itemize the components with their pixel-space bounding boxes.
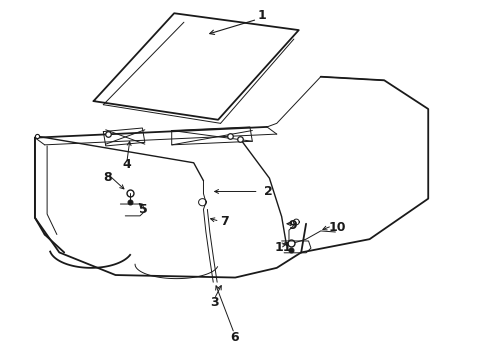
Text: 4: 4	[122, 158, 131, 171]
Text: 5: 5	[140, 203, 148, 216]
Text: 8: 8	[103, 171, 112, 184]
Text: 10: 10	[328, 221, 345, 234]
Text: 11: 11	[274, 241, 292, 254]
Text: 9: 9	[289, 219, 297, 233]
Text: 1: 1	[258, 9, 267, 22]
Text: 6: 6	[230, 330, 239, 343]
Text: 2: 2	[264, 185, 273, 198]
Text: 7: 7	[220, 215, 229, 228]
Text: 3: 3	[210, 296, 219, 309]
